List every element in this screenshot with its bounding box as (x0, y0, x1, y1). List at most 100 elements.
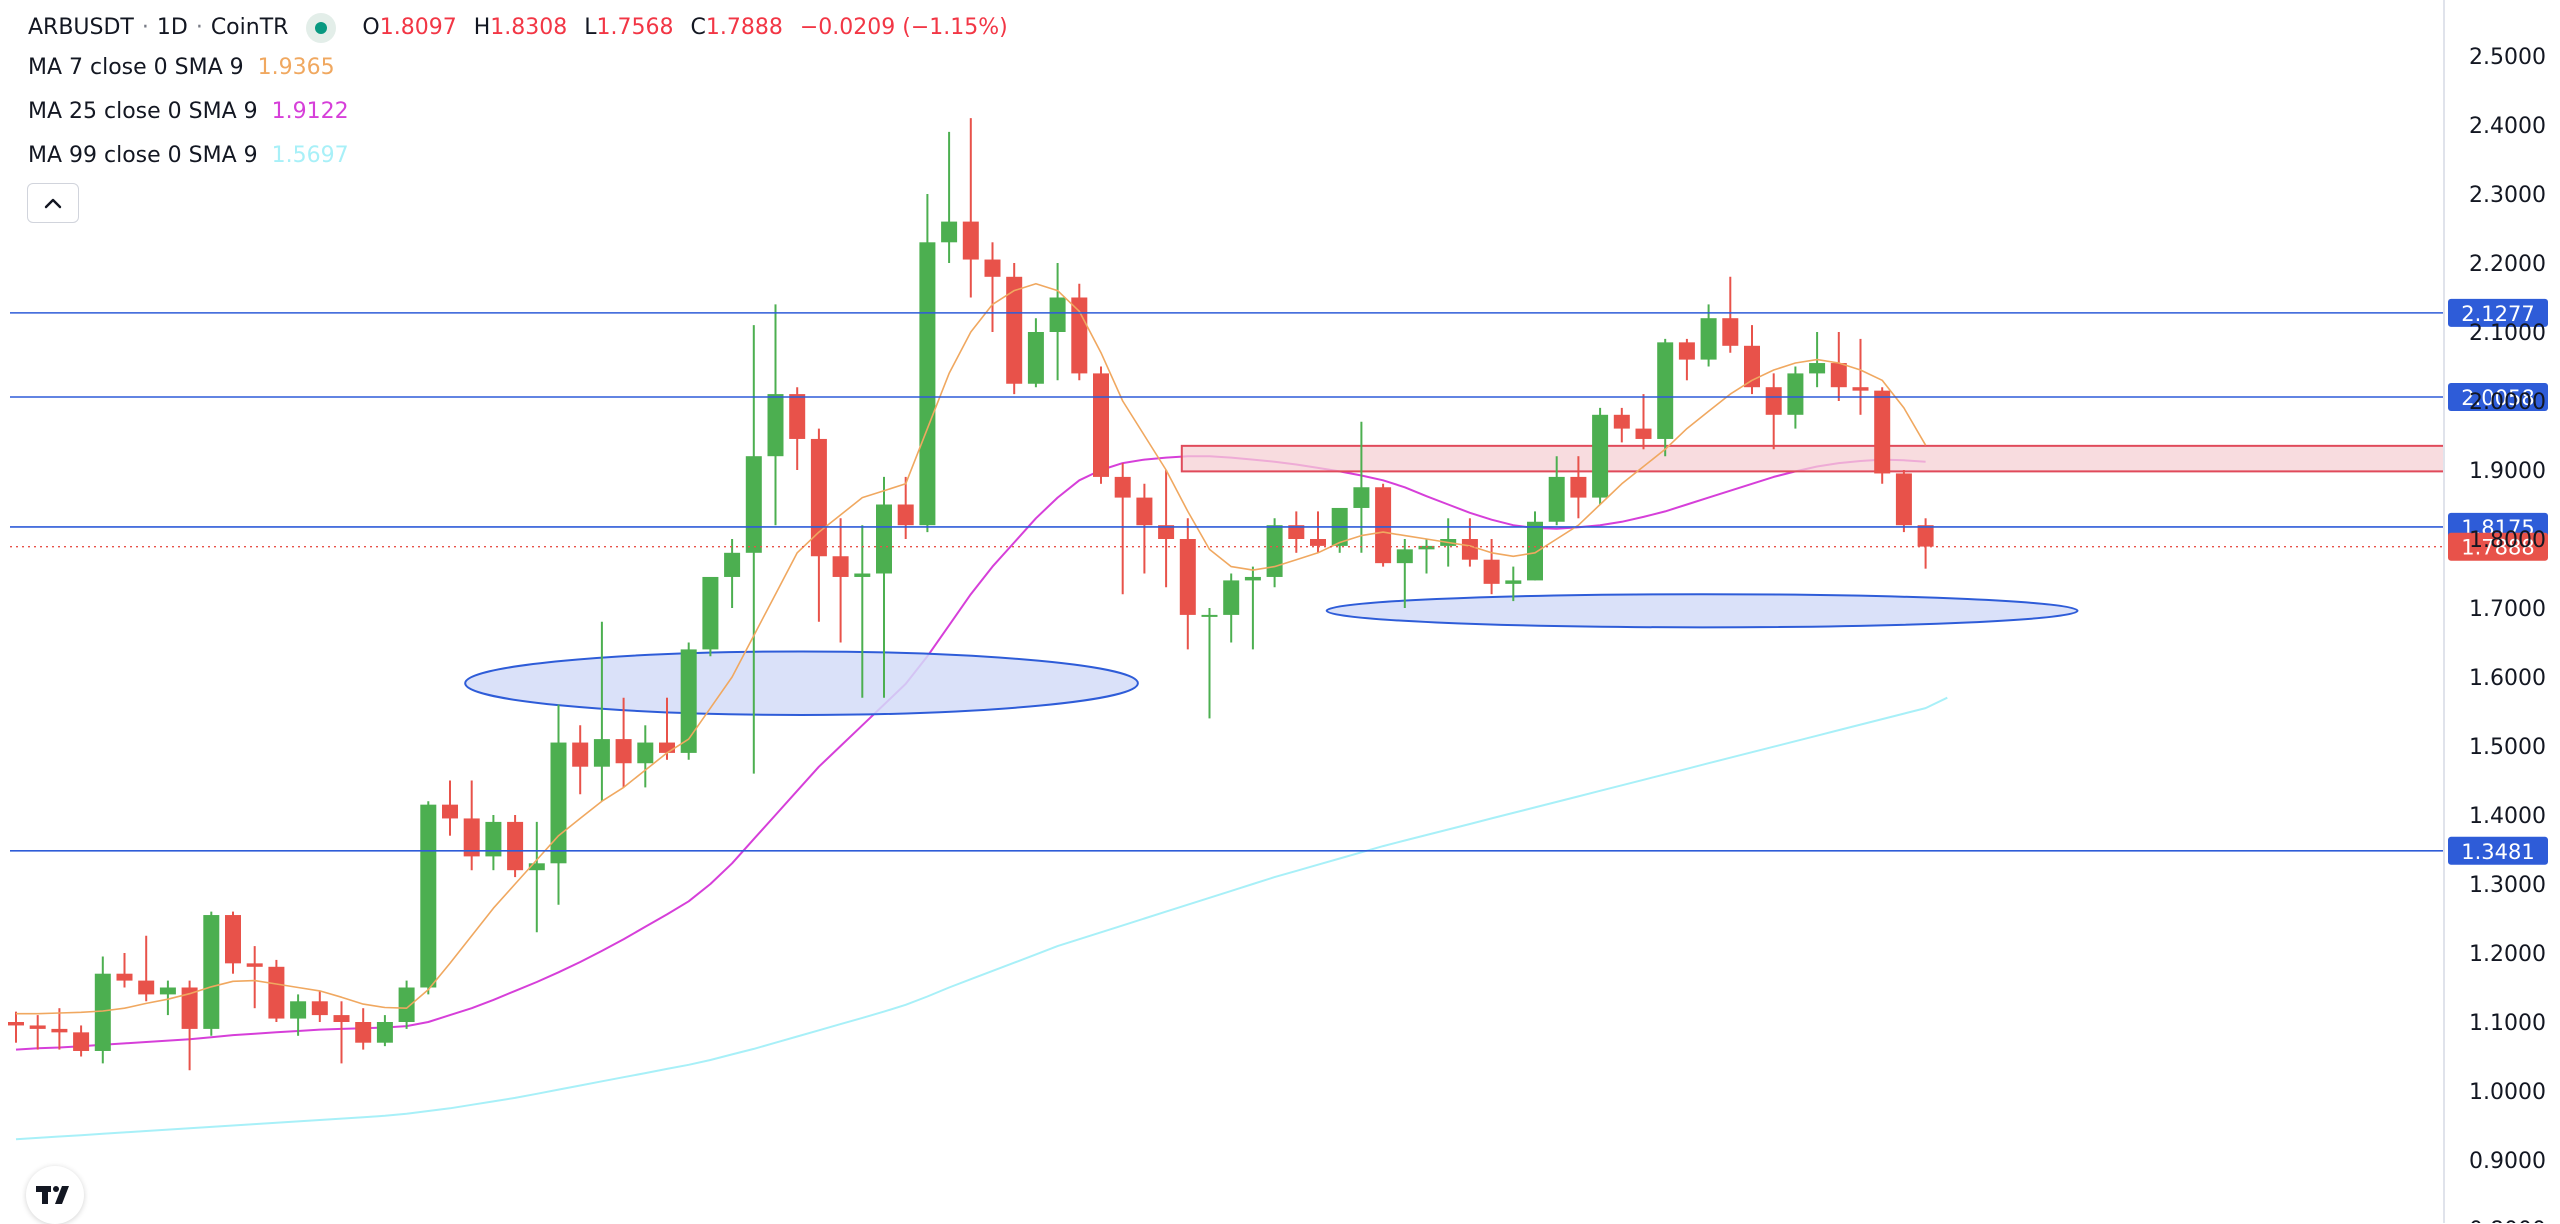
price-label: 1.3481 (2461, 840, 2534, 864)
candle-body (832, 556, 849, 577)
candle-body (420, 804, 437, 988)
candle (941, 131, 958, 263)
candle (659, 697, 675, 760)
candle (1353, 421, 1370, 553)
exchange[interactable]: CoinTR (210, 15, 289, 40)
candle-body (1179, 539, 1196, 615)
candle (268, 959, 285, 1022)
candle-body (1809, 363, 1826, 374)
candle-body (1483, 559, 1500, 584)
ma25-line (15, 455, 1926, 1051)
candle (1895, 470, 1912, 533)
candle-body (1917, 525, 1934, 547)
drawing-ellipses[interactable] (464, 593, 2079, 716)
candle-body (1657, 342, 1674, 439)
price-label: 2.1277 (2461, 302, 2534, 326)
candle (420, 801, 437, 995)
candle-body (1244, 576, 1261, 581)
support-ellipse[interactable] (464, 650, 1139, 716)
candle-body (1049, 297, 1066, 332)
candle (1027, 318, 1044, 388)
candle-body (1874, 390, 1891, 474)
ma25-legend[interactable]: MA 25 close 0 SMA 9 1.9122 (28, 90, 1008, 134)
candle (637, 725, 654, 788)
candle (159, 980, 176, 1016)
support-ellipse[interactable] (1325, 593, 2079, 629)
last-price-label-bg (2448, 532, 2548, 561)
candle (94, 956, 111, 1064)
y-tick-label: 1.8000 (2469, 528, 2546, 553)
candle (702, 576, 719, 657)
candle (1678, 338, 1695, 381)
resistance-zone[interactable] (1180, 444, 2445, 473)
candle-body (1548, 476, 1565, 522)
candle (680, 642, 697, 760)
ma7-legend[interactable]: MA 7 close 0 SMA 9 1.9365 (28, 46, 1008, 90)
candle-body (854, 573, 871, 577)
candle-body (181, 987, 198, 1029)
candle (1527, 511, 1543, 581)
candle-body (268, 966, 285, 1019)
ma99-legend[interactable]: MA 99 close 0 SMA 9 1.5697 (28, 134, 1008, 178)
candle (1765, 373, 1782, 450)
candle-body (528, 863, 545, 871)
candle (1635, 394, 1652, 450)
price-label-bg (2448, 298, 2548, 327)
chevron-up-icon (44, 198, 62, 209)
candle (1700, 304, 1717, 367)
high-label: H (473, 15, 491, 40)
candle (854, 525, 871, 698)
symbol-name[interactable]: ARBUSDT (28, 15, 134, 40)
market-status-icon[interactable] (306, 13, 337, 43)
tradingview-logo-icon[interactable] (26, 1166, 84, 1224)
candle (73, 1025, 90, 1057)
candle-body (1158, 525, 1175, 539)
candle (463, 780, 480, 871)
candle (1288, 511, 1305, 553)
low-label: L (584, 15, 597, 40)
candle-body (767, 394, 784, 457)
collapse-legend-button[interactable] (27, 183, 79, 223)
candle-body (398, 987, 415, 1022)
candle (984, 242, 1001, 332)
ma99-line (15, 696, 1948, 1141)
ma7-value: 1.9365 (257, 55, 335, 80)
close-label: C (690, 15, 706, 40)
candle (1830, 332, 1847, 401)
low-value: 1.7568 (596, 15, 674, 40)
candle-body (8, 1022, 24, 1026)
interval[interactable]: 1D (156, 15, 188, 40)
candle-body (225, 915, 241, 964)
candle-body (73, 1032, 90, 1051)
candle (355, 1008, 372, 1050)
candle (1006, 263, 1023, 395)
candle (290, 994, 307, 1036)
candle (745, 325, 762, 774)
ma7-label: MA 7 close 0 SMA 9 (28, 55, 244, 80)
candle-body (593, 739, 610, 767)
candle-body (962, 221, 979, 260)
separator: · (141, 15, 149, 40)
y-tick-label: 1.3000 (2469, 873, 2546, 898)
candle-body (1722, 318, 1739, 346)
candle-body (246, 963, 263, 967)
candle (181, 980, 198, 1071)
drawing-zones[interactable] (1180, 444, 2445, 473)
candle (919, 194, 936, 533)
candle-body (1830, 363, 1847, 388)
candle-body (1071, 297, 1088, 374)
candle (1201, 608, 1218, 719)
y-tick-label: 1.4000 (2469, 804, 2546, 829)
y-tick-label: 1.2000 (2469, 942, 2546, 967)
candle (1613, 407, 1630, 443)
candle (1049, 263, 1066, 381)
price-axis[interactable]: 2.5000 2.4000 2.3000 2.2000 2.1000 2.0000 1.90… (2443, 0, 2546, 1223)
candle (550, 704, 567, 905)
candle (832, 518, 849, 643)
candle-body (1461, 539, 1478, 560)
candle (507, 815, 524, 878)
candle-body (1635, 428, 1652, 439)
open-value: 1.8097 (379, 15, 457, 40)
